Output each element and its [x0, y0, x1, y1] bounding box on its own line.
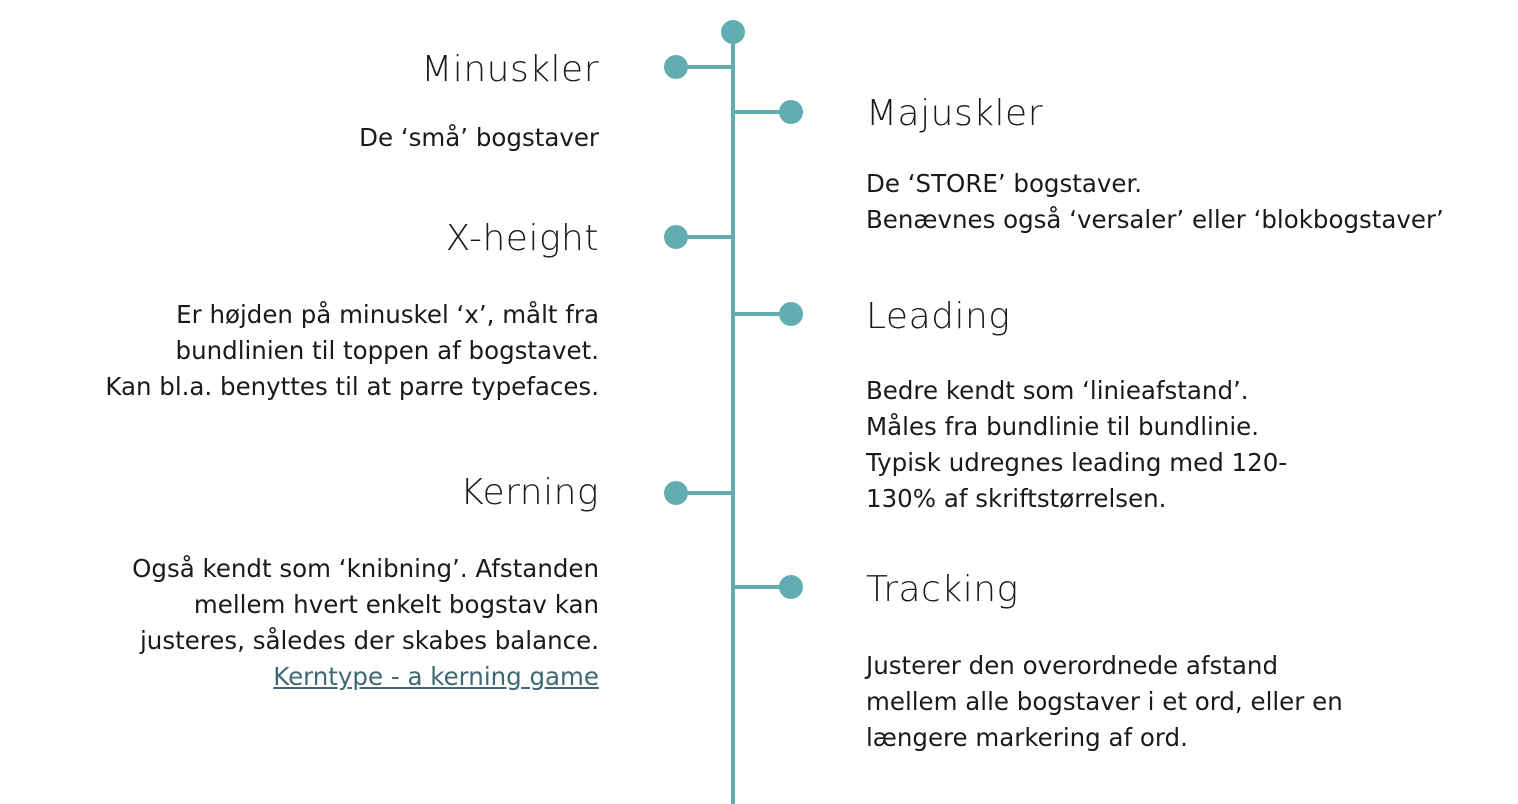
timeline-branch-tracking: [733, 575, 803, 599]
timeline-branch-majuskler: [733, 100, 803, 124]
term-leading: Leading Bedre kendt som ‘linieafstand’. …: [866, 295, 1287, 517]
term-description: Justerer den overordnede afstand mellem …: [866, 651, 1343, 752]
timeline-dot: [779, 302, 803, 326]
term-description: Bedre kendt som ‘linieafstand’. Måles fr…: [866, 376, 1288, 513]
timeline-branch-x-height: [664, 225, 734, 249]
term-title: X-height: [445, 218, 599, 259]
term-description: Er højden på minuskel ‘x’, målt fra bund…: [105, 300, 599, 401]
timeline-branch-kerning: [664, 481, 734, 505]
term-title: Minuskler: [421, 49, 599, 90]
timeline-branch-leading: [733, 302, 803, 326]
timeline-spine: [731, 32, 735, 804]
term-description: De ‘små’ bogstaver: [359, 123, 599, 152]
term-majuskler: Majuskler De ‘STORE’ bogstaver. Benævnes…: [866, 92, 1444, 238]
term-title: Majuskler: [866, 93, 1043, 134]
term-title: Kerning: [460, 472, 599, 513]
timeline-branch-minuskler: [664, 55, 734, 79]
term-minuskler: Minuskler De ‘små’ bogstaver: [359, 48, 599, 156]
timeline-dot: [664, 225, 688, 249]
timeline-start-dot: [721, 20, 745, 44]
timeline-dot: [664, 481, 688, 505]
term-x-height: X-height Er højden på minuskel ‘x’, målt…: [105, 217, 599, 405]
timeline-dot: [779, 100, 803, 124]
term-title: Tracking: [866, 569, 1019, 610]
term-description: Også kendt som ‘knibning’. Afstanden mel…: [132, 554, 599, 655]
term-title: Leading: [866, 296, 1011, 337]
timeline-dot: [779, 575, 803, 599]
kerntype-link[interactable]: Kerntype - a kerning game: [273, 662, 599, 691]
timeline-dot: [664, 55, 688, 79]
term-description: De ‘STORE’ bogstaver. Benævnes også ‘ver…: [866, 169, 1444, 234]
term-tracking: Tracking Justerer den overordnede afstan…: [866, 568, 1343, 756]
term-kerning: Kerning Også kendt som ‘knibning’. Afsta…: [132, 471, 599, 695]
